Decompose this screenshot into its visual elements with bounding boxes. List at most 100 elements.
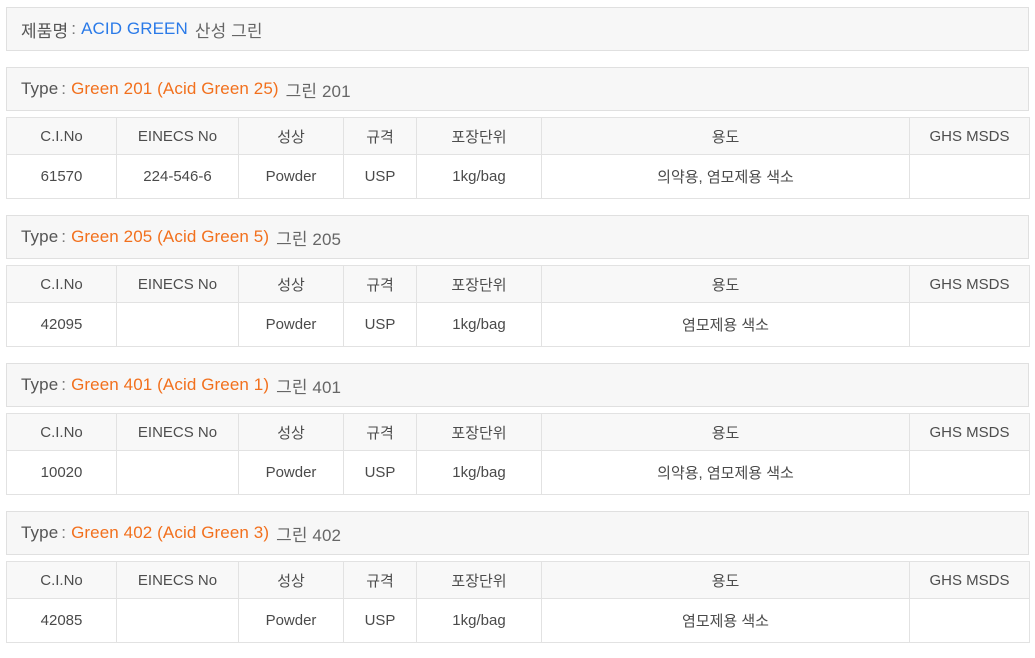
cell-form: Powder [238,450,344,495]
cell-use: 염모제용 색소 [541,598,910,643]
spec-table: C.I.No EINECS No 성상 규격 포장단위 용도 GHS MSDS 61570 2… [6,117,1030,199]
column-header-2: 성상 [238,561,344,599]
type-label: Type [21,227,59,246]
cell-pack: 1kg/bag [416,598,542,643]
cell-einecs-no [116,598,239,643]
column-header-6: GHS MSDS [909,117,1030,155]
column-header-2: 성상 [238,413,344,451]
cell-form: Powder [238,302,344,347]
product-title-bar: 제품명 : ACID GREEN 산성 그린 [6,7,1029,51]
column-header-2: 성상 [238,265,344,303]
column-header-5: 용도 [541,265,910,303]
sections-container: Type : Green 201 (Acid Green 25) 그린 201 … [6,67,1030,643]
type-heading-bar-3: Type : Green 402 (Acid Green 3) 그린 402 [6,511,1029,555]
type-heading-bar-1: Type : Green 205 (Acid Green 5) 그린 205 [6,215,1029,259]
table-row: 42085 Powder USP 1kg/bag 염모제용 색소 [6,598,1030,643]
product-label: 제품명 [21,21,69,41]
table-header-row: C.I.No EINECS No 성상 규격 포장단위 용도 GHS MSDS [6,265,1030,303]
column-header-5: 용도 [541,561,910,599]
column-header-6: GHS MSDS [909,265,1030,303]
type-colon: : [61,227,67,246]
type-name-en: Green 401 (Acid Green 1) [71,375,270,394]
cell-einecs-no [116,450,239,495]
cell-pack: 1kg/bag [416,302,542,347]
cell-einecs-no: 224-546-6 [116,154,239,199]
column-header-1: EINECS No [116,413,239,451]
column-header-4: 포장단위 [416,561,542,599]
spec-table-head: C.I.No EINECS No 성상 규격 포장단위 용도 GHS MSDS [6,561,1030,599]
type-name-en: Green 201 (Acid Green 25) [71,79,279,98]
column-header-1: EINECS No [116,265,239,303]
spec-table: C.I.No EINECS No 성상 규격 포장단위 용도 GHS MSDS 10020 P… [6,413,1030,495]
cell-ci-no: 42085 [6,598,117,643]
column-header-3: 규격 [343,117,417,155]
spec-table-body: 10020 Powder USP 1kg/bag 의약용, 염모제용 색소 [6,450,1030,495]
cell-spec: USP [343,154,417,199]
cell-use: 의약용, 염모제용 색소 [541,450,910,495]
cell-ghs-msds [909,302,1030,347]
table-row: 42095 Powder USP 1kg/bag 염모제용 색소 [6,302,1030,347]
column-header-0: C.I.No [6,117,117,155]
table-row: 10020 Powder USP 1kg/bag 의약용, 염모제용 색소 [6,450,1030,495]
table-header-row: C.I.No EINECS No 성상 규격 포장단위 용도 GHS MSDS [6,561,1030,599]
type-name-kr: 그린 201 [285,81,351,101]
type-colon: : [61,523,67,542]
type-heading-bar-0: Type : Green 201 (Acid Green 25) 그린 201 [6,67,1029,111]
table-row: 61570 224-546-6 Powder USP 1kg/bag 의약용, 염모제용 … [6,154,1030,199]
cell-pack: 1kg/bag [416,450,542,495]
spec-table-head: C.I.No EINECS No 성상 규격 포장단위 용도 GHS MSDS [6,117,1030,155]
cell-ci-no: 10020 [6,450,117,495]
type-name-kr: 그린 401 [276,377,342,397]
spec-table-body: 61570 224-546-6 Powder USP 1kg/bag 의약용, 염모제용 … [6,154,1030,199]
column-header-4: 포장단위 [416,265,542,303]
spec-table-body: 42085 Powder USP 1kg/bag 염모제용 색소 [6,598,1030,643]
column-header-0: C.I.No [6,265,117,303]
cell-ghs-msds [909,598,1030,643]
spec-table: C.I.No EINECS No 성상 규격 포장단위 용도 GHS MSDS 42095 P… [6,265,1030,347]
cell-spec: USP [343,598,417,643]
type-colon: : [61,79,67,98]
cell-ghs-msds [909,154,1030,199]
spec-table-head: C.I.No EINECS No 성상 규격 포장단위 용도 GHS MSDS [6,413,1030,451]
cell-form: Powder [238,154,344,199]
column-header-3: 규격 [343,265,417,303]
type-name-en: Green 402 (Acid Green 3) [71,523,270,542]
type-label: Type [21,523,59,542]
cell-spec: USP [343,450,417,495]
column-header-5: 용도 [541,413,910,451]
type-label: Type [21,79,59,98]
cell-use: 염모제용 색소 [541,302,910,347]
column-header-3: 규격 [343,561,417,599]
spec-table: C.I.No EINECS No 성상 규격 포장단위 용도 GHS MSDS 42085 P… [6,561,1030,643]
column-header-1: EINECS No [116,561,239,599]
cell-ci-no: 42095 [6,302,117,347]
column-header-4: 포장단위 [416,117,542,155]
type-name-kr: 그린 205 [276,229,342,249]
column-header-1: EINECS No [116,117,239,155]
cell-ghs-msds [909,450,1030,495]
table-header-row: C.I.No EINECS No 성상 규격 포장단위 용도 GHS MSDS [6,117,1030,155]
type-colon: : [61,375,67,394]
type-name-en: Green 205 (Acid Green 5) [71,227,270,246]
column-header-2: 성상 [238,117,344,155]
column-header-0: C.I.No [6,413,117,451]
cell-ci-no: 61570 [6,154,117,199]
cell-use: 의약용, 염모제용 색소 [541,154,910,199]
column-header-0: C.I.No [6,561,117,599]
cell-form: Powder [238,598,344,643]
column-header-3: 규격 [343,413,417,451]
table-header-row: C.I.No EINECS No 성상 규격 포장단위 용도 GHS MSDS [6,413,1030,451]
cell-einecs-no [116,302,239,347]
type-name-kr: 그린 402 [276,525,342,545]
column-header-4: 포장단위 [416,413,542,451]
cell-spec: USP [343,302,417,347]
column-header-6: GHS MSDS [909,561,1030,599]
product-spec-page: 제품명 : ACID GREEN 산성 그린 Type : Green 201 … [6,7,1030,643]
product-name-en: ACID GREEN [81,19,188,38]
column-header-5: 용도 [541,117,910,155]
type-label: Type [21,375,59,394]
column-header-6: GHS MSDS [909,413,1030,451]
product-colon: : [71,19,77,38]
type-heading-bar-2: Type : Green 401 (Acid Green 1) 그린 401 [6,363,1029,407]
spec-table-head: C.I.No EINECS No 성상 규격 포장단위 용도 GHS MSDS [6,265,1030,303]
